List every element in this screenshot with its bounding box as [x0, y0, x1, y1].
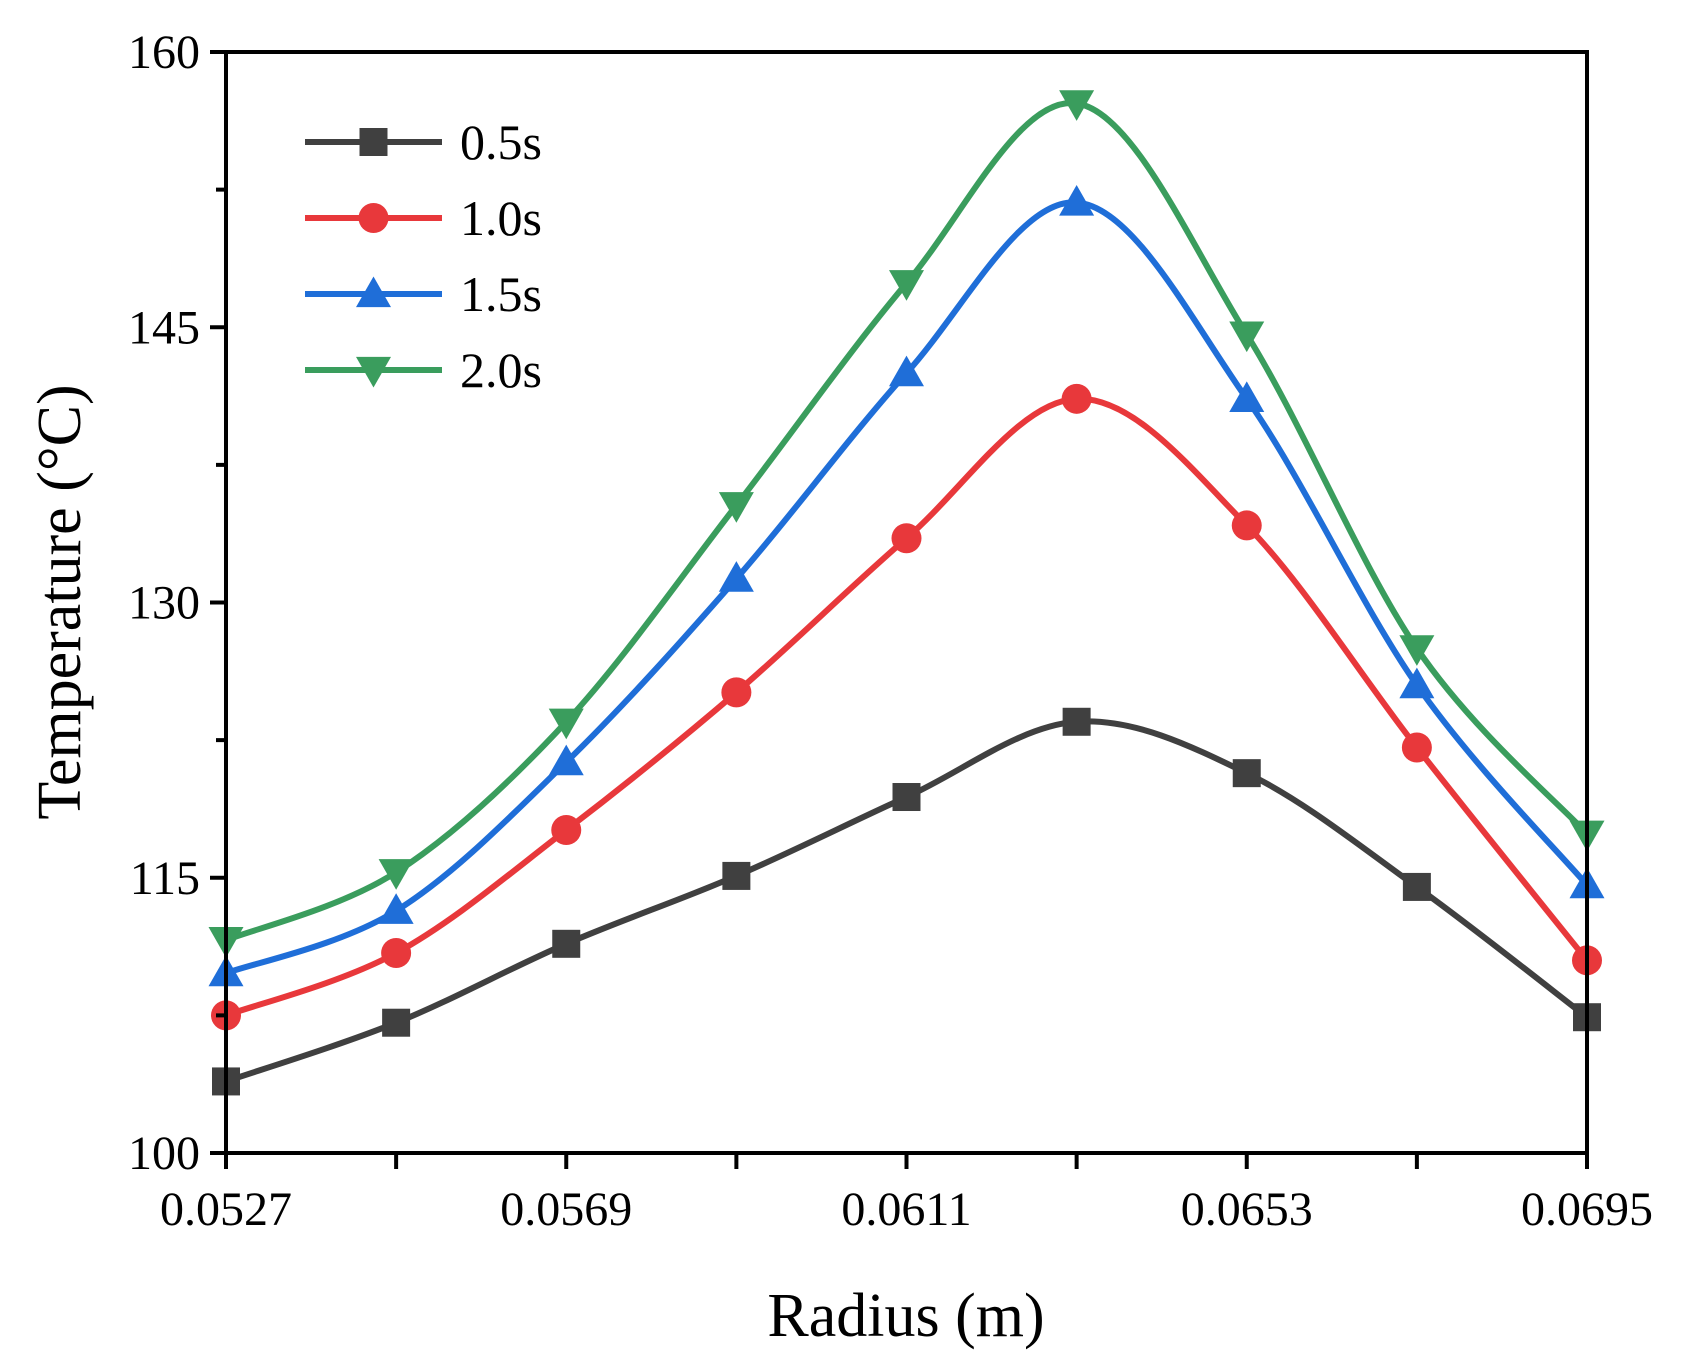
data-point-1.5s-4: [889, 355, 924, 387]
data-point-2.0s-7: [1399, 635, 1435, 666]
legend-marker-0.5s: [359, 128, 388, 156]
data-point-2.0s-2: [548, 708, 584, 740]
legend-label-1.0s: 1.0s: [460, 190, 542, 246]
data-point-1.0s-6: [1231, 510, 1262, 541]
legend-label-1.5s: 1.5s: [460, 266, 542, 322]
legend-marker-1.5s: [356, 276, 391, 308]
data-point-0.5s-6: [1232, 759, 1261, 788]
x-tick-label-4: 0.0695: [1521, 1183, 1653, 1236]
y-axis-title: Temperature (°C): [26, 384, 94, 819]
y-tick-label-3: 145: [128, 301, 200, 354]
x-tick-label-3: 0.0653: [1181, 1183, 1313, 1236]
data-point-1.0s-4: [891, 523, 922, 554]
legend-label-2.0s: 2.0s: [460, 342, 542, 398]
data-point-1.0s-3: [721, 677, 752, 708]
legend-item-0.5s: 0.5s: [305, 114, 542, 170]
data-point-2.0s-6: [1229, 321, 1265, 353]
y-tick-label-0: 100: [128, 1127, 200, 1180]
data-point-0.5s-2: [552, 929, 581, 958]
data-point-0.5s-1: [382, 1008, 411, 1037]
data-point-1.5s-2: [548, 744, 584, 776]
data-point-1.5s-3: [718, 561, 754, 592]
data-point-2.0s-4: [889, 270, 924, 301]
data-point-2.0s-1: [378, 859, 414, 890]
legend-item-2.0s: 2.0s: [305, 342, 542, 398]
series-line-0.5s: [225, 718, 1589, 1085]
data-point-1.5s-6: [1229, 381, 1265, 412]
data-point-1.0s-7: [1401, 732, 1432, 763]
data-point-0.5s-4: [892, 783, 921, 812]
data-point-1.0s-2: [551, 815, 582, 846]
x-tick-label-0: 0.0527: [160, 1183, 292, 1236]
series-2.0s: [208, 90, 1605, 958]
data-point-1.5s-1: [378, 893, 414, 924]
y-tick-label-1: 115: [130, 852, 200, 905]
legend-item-1.5s: 1.5s: [305, 266, 542, 322]
legend-marker-1.0s: [358, 203, 389, 233]
legend-label-0.5s: 0.5s: [460, 114, 542, 170]
data-point-1.0s-1: [381, 937, 412, 968]
series-0.5s: [212, 707, 1601, 1096]
y-tick-label-2: 130: [128, 577, 200, 630]
legend: 0.5s 1.0s 1.5s 2.0s: [305, 114, 542, 398]
x-tick-label-1: 0.0569: [500, 1183, 632, 1236]
series-layer: [208, 90, 1605, 1096]
data-point-1.5s-5: [1059, 184, 1095, 216]
data-point-1.5s-7: [1399, 667, 1435, 699]
data-point-0.5s-5: [1062, 707, 1091, 736]
data-point-2.0s-3: [718, 492, 754, 523]
ticks-layer: 0.0527 0.0569 0.0611 0.0653 0.0695 100 115 130 1…: [128, 26, 1653, 1236]
data-point-2.0s-5: [1059, 90, 1095, 121]
series-line-1.5s: [224, 199, 1590, 976]
data-point-0.5s-7: [1402, 872, 1431, 901]
series-line-2.0s: [224, 100, 1590, 943]
legend-marker-2.0s: [356, 356, 391, 388]
data-point-0.5s-3: [722, 861, 751, 890]
x-tick-label-2: 0.0611: [841, 1183, 971, 1236]
series-1.0s: [211, 383, 1602, 1031]
series-1.5s: [208, 184, 1605, 987]
legend-item-1.0s: 1.0s: [305, 190, 542, 246]
y-tick-label-4: 160: [128, 26, 200, 79]
data-point-1.0s-5: [1061, 383, 1092, 414]
series-line-1.0s: [224, 395, 1590, 1019]
x-axis-title: Radius (m): [767, 1282, 1044, 1350]
